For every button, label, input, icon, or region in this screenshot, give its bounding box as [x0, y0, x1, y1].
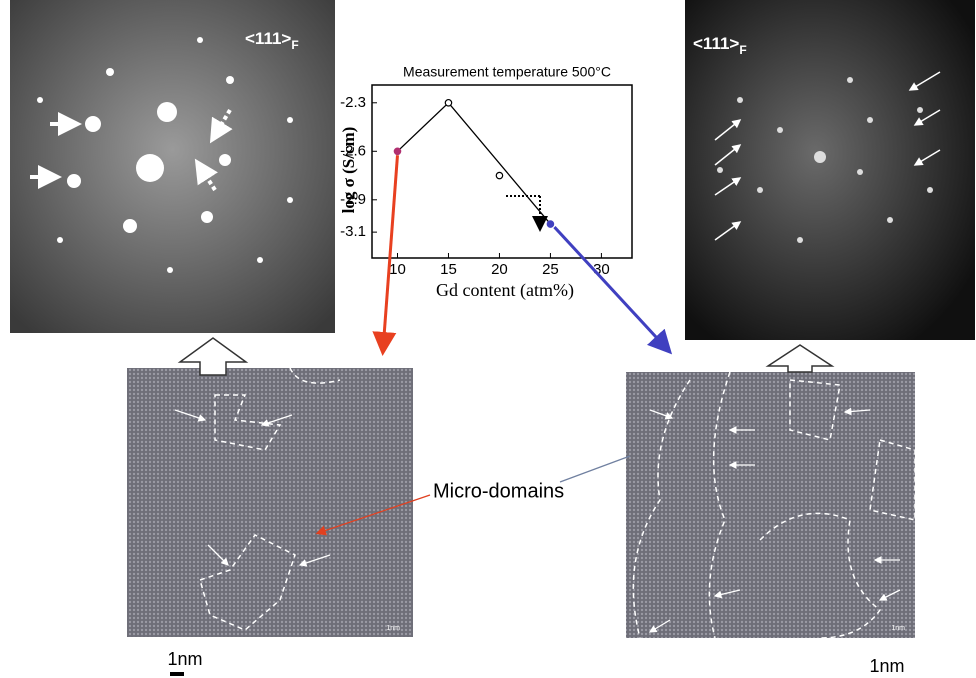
x-tick-label: 10	[389, 261, 406, 278]
scale-label: 1nm	[167, 649, 202, 669]
x-tick-label: 20	[491, 261, 508, 278]
dotted-arrow	[505, 196, 540, 228]
up-arrow	[768, 345, 832, 372]
plot-frame	[372, 85, 632, 258]
figure: <111>F <111>F 1nm 1nm Micro-domains 1nm …	[0, 0, 976, 678]
trend-line	[397, 103, 550, 224]
hrtem-image	[127, 368, 413, 637]
inset-scale-label: 1nm	[386, 625, 400, 632]
scale-label: 1nm	[869, 656, 904, 676]
x-tick-label: 15	[440, 261, 457, 278]
y-tick-label: -3.1	[340, 223, 366, 240]
chart-title: Measurement temperature 500°C	[403, 64, 611, 80]
hrtem-image	[626, 372, 915, 638]
scale-bar	[170, 672, 184, 676]
data-point	[496, 172, 502, 178]
page: {"chart_data": {"type": "line", "title":…	[0, 0, 976, 678]
diffraction-image	[10, 0, 335, 333]
y-tick-label: -2.6	[340, 142, 366, 159]
leader-line	[560, 456, 630, 482]
data-point	[394, 148, 400, 154]
connector-arrow	[383, 155, 397, 350]
y-tick-label: -2.3	[340, 94, 366, 111]
data-point	[445, 100, 451, 106]
x-tick-label: 25	[542, 261, 559, 278]
data-point	[547, 221, 553, 227]
y-tick-label: -2.9	[340, 191, 366, 208]
inset-scale-label: 1nm	[891, 625, 905, 632]
x-axis-label: Gd content (atm%)	[436, 280, 574, 301]
annotation: Micro-domains	[433, 480, 564, 502]
